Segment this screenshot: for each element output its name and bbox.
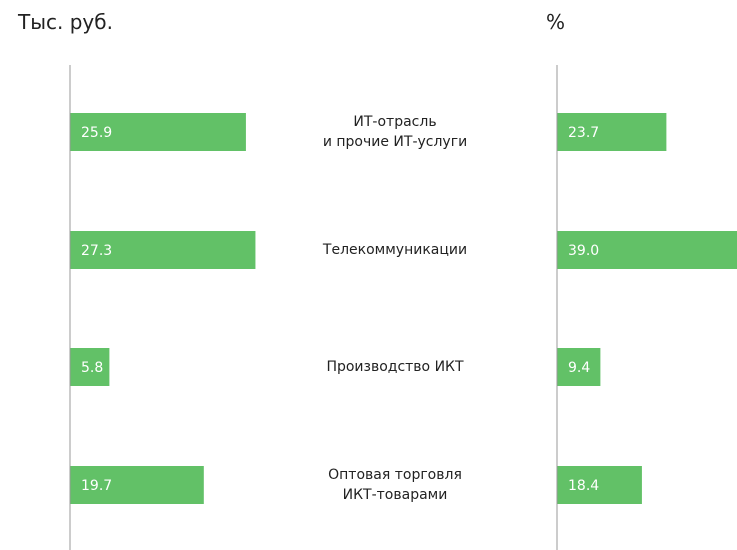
bar (70, 231, 256, 269)
data-label: 9.4 (568, 360, 590, 376)
bar (557, 231, 737, 269)
data-label: 27.3 (81, 243, 112, 259)
bar (557, 113, 667, 151)
bar (70, 348, 110, 386)
bar (70, 466, 204, 504)
data-label: 18.4 (568, 478, 599, 494)
bar (557, 466, 642, 504)
panel-title: % (546, 10, 566, 34)
category-label: Оптовая торговля ИКТ-товарами (328, 467, 462, 503)
data-label: 5.8 (81, 360, 103, 376)
category-label: Телекоммуникации (322, 242, 468, 258)
panel-title: Тыс. руб. (18, 10, 113, 34)
category-label: Производство ИКТ (326, 359, 464, 375)
data-label: 39.0 (568, 243, 599, 259)
data-label: 23.7 (568, 125, 599, 141)
data-label: 25.9 (81, 125, 112, 141)
data-label: 19.7 (81, 478, 112, 494)
bar (557, 348, 601, 386)
category-label: ИТ-отрасль и прочие ИТ-услуги (322, 114, 468, 150)
bar (70, 113, 246, 151)
